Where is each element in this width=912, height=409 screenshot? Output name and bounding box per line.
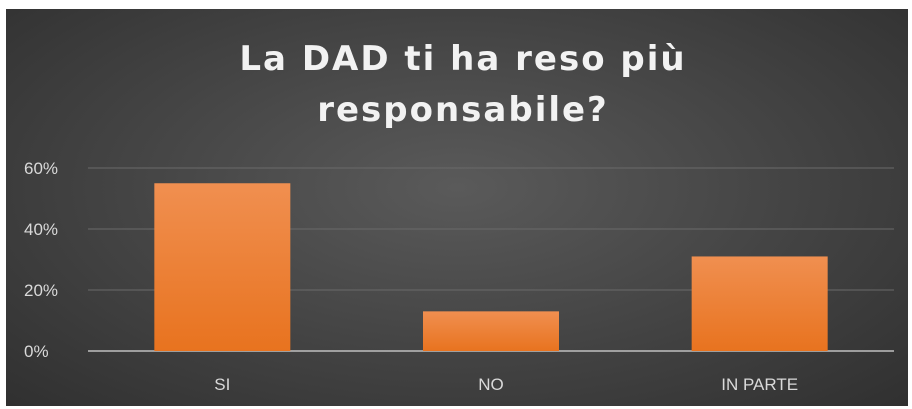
bar-in-parte — [691, 256, 828, 351]
bar-si — [154, 183, 291, 351]
category-label: SI — [214, 375, 230, 394]
chart-frame: La DAD ti ha reso più responsabile? 0% 20… — [6, 9, 908, 406]
category-label: NO — [478, 375, 504, 394]
y-tick-label: 0% — [24, 342, 49, 361]
bars — [154, 183, 828, 351]
y-tick-label: 20% — [24, 281, 58, 300]
chart-title-line-1: La DAD ti ha reso più — [239, 39, 686, 79]
y-axis-tick-labels: 0% 20% 40% 60% — [24, 159, 58, 361]
x-axis-category-labels: SI NO IN PARTE — [214, 375, 798, 394]
y-tick-label: 60% — [24, 159, 58, 178]
bar-chart: La DAD ti ha reso più responsabile? 0% 20… — [24, 39, 894, 394]
bar-no — [423, 311, 559, 351]
chart-title-line-2: responsabile? — [317, 90, 609, 130]
category-label: IN PARTE — [721, 375, 798, 394]
y-tick-label: 40% — [24, 220, 58, 239]
